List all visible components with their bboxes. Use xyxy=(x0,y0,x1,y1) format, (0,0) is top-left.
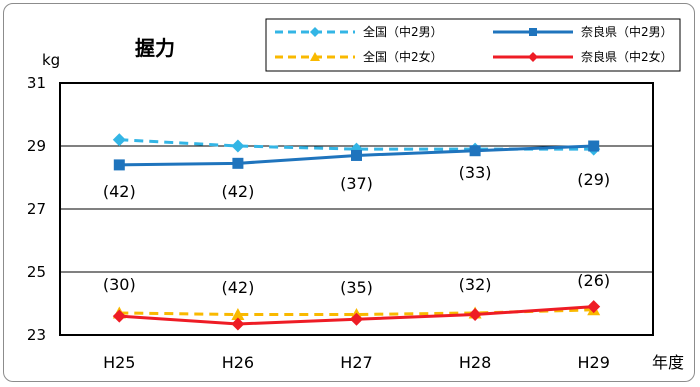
data-point xyxy=(351,149,362,161)
x-tick-label: H27 xyxy=(340,353,372,372)
y-axis-unit: kg xyxy=(42,51,60,69)
legend-item: 奈良県（中2女） xyxy=(493,49,673,64)
annotation-layer: (42) (42) (37) (33) (29) (30) (42) (35) (32) (26) xyxy=(103,163,610,297)
y-tick-labels: 23 25 27 29 31 xyxy=(27,74,46,344)
legend-item: 全国（中2男） xyxy=(275,24,443,39)
x-tick-label: H29 xyxy=(578,353,610,372)
y-tick-label: 29 xyxy=(27,137,46,155)
sample-count-boys: (37) xyxy=(340,174,373,193)
legend-label: 奈良県（中2女） xyxy=(581,49,673,64)
data-point xyxy=(350,312,363,326)
sample-count-girls: (32) xyxy=(459,275,492,294)
legend-item: 全国（中2女） xyxy=(275,49,443,64)
y-tick-label: 25 xyxy=(27,263,46,281)
data-point xyxy=(113,159,125,171)
sample-count-boys: (29) xyxy=(577,170,610,189)
sample-count-girls: (35) xyxy=(340,278,373,297)
y-tick-label: 31 xyxy=(27,74,46,92)
sample-count-girls: (42) xyxy=(221,278,254,297)
data-point xyxy=(587,300,601,314)
x-axis-label: 年度 xyxy=(652,353,684,372)
data-point xyxy=(112,133,126,147)
data-point xyxy=(231,308,245,321)
chart-title: 握力 xyxy=(135,36,175,60)
sample-count-boys: (42) xyxy=(221,182,254,201)
x-tick-labels: H25 H26 H27 H28 H29 xyxy=(103,353,610,372)
sample-count-boys: (33) xyxy=(459,163,492,182)
legend-label: 全国（中2男） xyxy=(363,24,443,39)
series-4 xyxy=(112,300,601,331)
series-2 xyxy=(113,140,600,171)
data-point xyxy=(231,317,245,331)
legend: 全国（中2男） 奈良県（中2男） 全国（中2女） 奈良県（中2女） xyxy=(265,18,681,72)
sample-count-girls: (26) xyxy=(577,271,610,290)
x-tick-label: H25 xyxy=(103,353,135,372)
x-tick-label: H28 xyxy=(459,353,491,372)
legend-marker xyxy=(310,27,320,37)
legend-marker xyxy=(310,52,320,61)
data-point xyxy=(112,309,126,323)
legend-marker xyxy=(529,28,537,36)
y-tick-label: 23 xyxy=(27,326,46,344)
legend-label: 全国（中2女） xyxy=(363,49,443,64)
legend-label: 奈良県（中2男） xyxy=(581,24,673,39)
data-point xyxy=(232,157,244,169)
data-point xyxy=(588,140,600,152)
legend-item: 奈良県（中2男） xyxy=(493,24,673,39)
series-layer xyxy=(112,133,601,331)
data-point xyxy=(231,139,245,153)
sample-count-girls: (30) xyxy=(103,275,136,294)
data-point xyxy=(468,308,482,322)
x-tick-label: H26 xyxy=(222,353,254,372)
data-point xyxy=(469,145,481,157)
sample-count-boys: (42) xyxy=(103,182,136,201)
y-tick-label: 27 xyxy=(27,200,46,218)
legend-box xyxy=(265,18,681,72)
legend-marker xyxy=(528,52,538,62)
